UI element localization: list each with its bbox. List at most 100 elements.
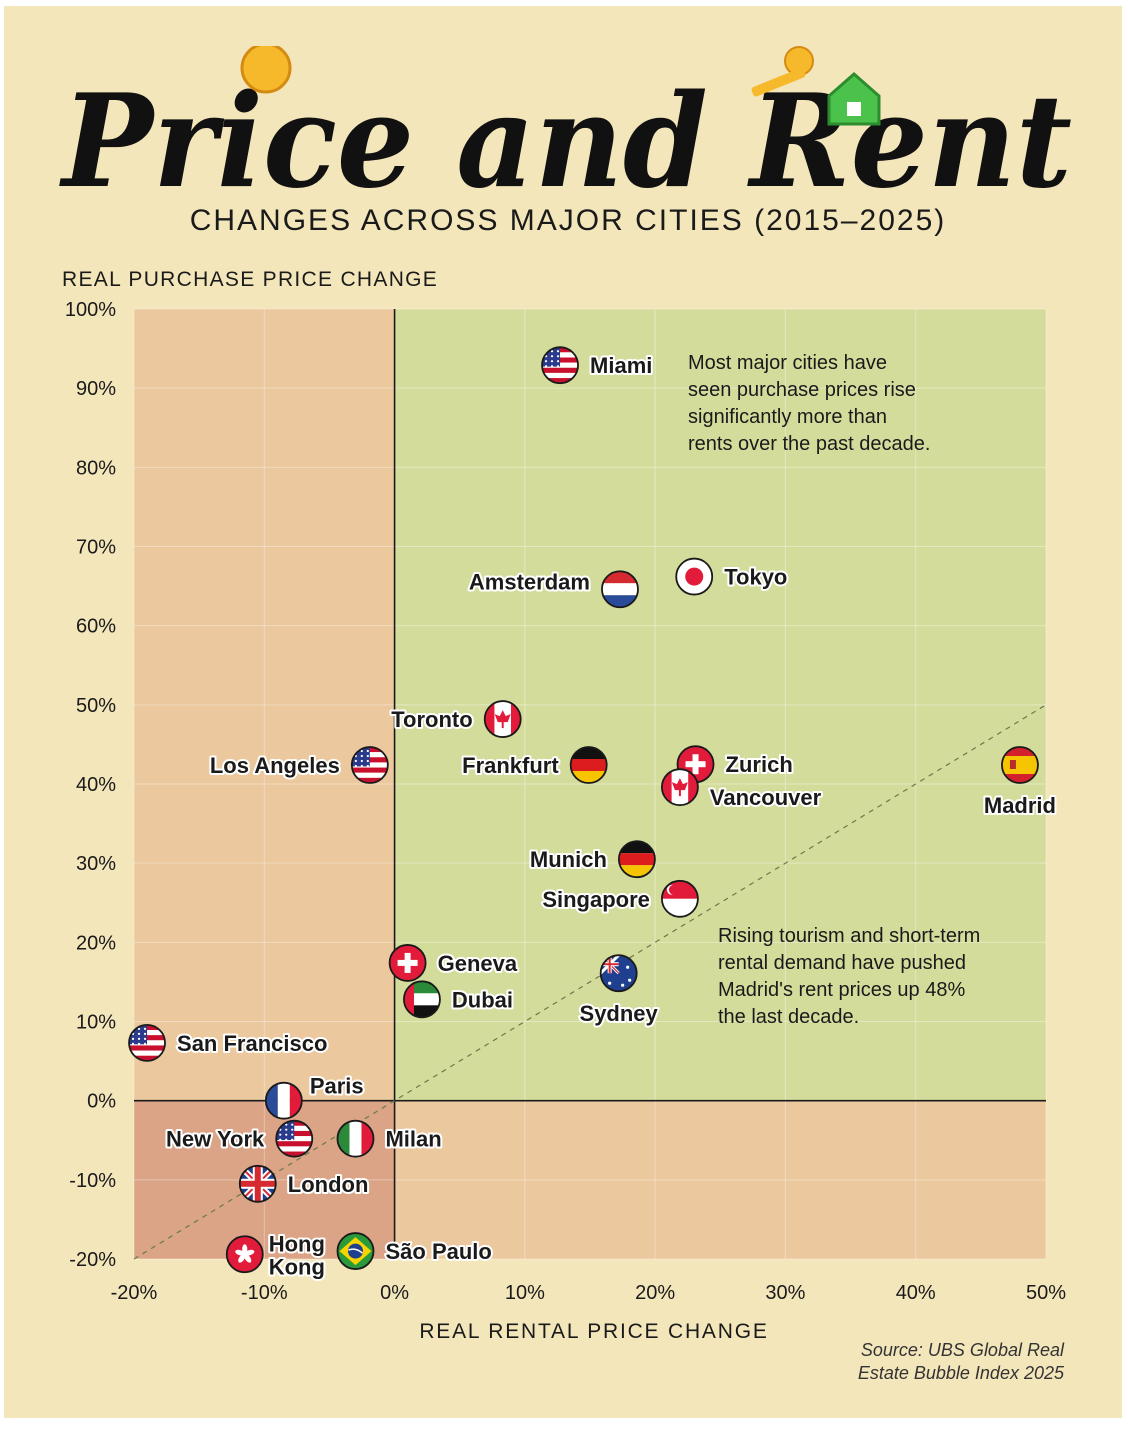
switzerland-flag-icon xyxy=(676,745,715,784)
svg-text:Kong: Kong xyxy=(269,1254,325,1279)
germany-flag-icon xyxy=(618,840,656,879)
title-graphic: Price and Rent xyxy=(59,46,1072,206)
data-point: São Paulo xyxy=(336,1232,494,1270)
svg-text:Munich: Munich xyxy=(530,847,607,872)
annotation-top-line: seen purchase prices rise xyxy=(688,379,916,401)
point-label: London xyxy=(286,1170,371,1199)
annotation-madrid-line: Rising tourism and short-term xyxy=(718,925,981,947)
uk-flag-icon xyxy=(238,1164,277,1203)
y-axis-label: REAL PURCHASE PRICE CHANGE xyxy=(62,268,439,291)
y-tick-label: 0% xyxy=(87,1091,116,1113)
data-point: San Francisco xyxy=(128,1023,329,1062)
data-point: New York xyxy=(164,1119,314,1158)
germany-flag-icon xyxy=(569,746,608,784)
annotation-top-line: Most major cities have xyxy=(688,352,887,374)
point-label: Paris xyxy=(308,1072,366,1101)
us-flag-icon xyxy=(128,1023,166,1062)
hong-kong-flag-icon xyxy=(225,1235,264,1274)
point-label: Dubai xyxy=(450,985,515,1014)
x-tick-label: 40% xyxy=(896,1282,936,1304)
svg-text:Zurich: Zurich xyxy=(726,752,793,777)
svg-text:Hong: Hong xyxy=(269,1231,325,1256)
svg-text:Paris: Paris xyxy=(310,1074,364,1099)
point-label: Miami xyxy=(588,351,654,380)
y-tick-label: 30% xyxy=(76,853,116,875)
australia-flag-icon xyxy=(599,954,638,993)
point-label: Amsterdam xyxy=(467,567,592,596)
point-label: Frankfurt xyxy=(460,751,561,780)
annotation-top-line: rents over the past decade. xyxy=(688,433,931,455)
canada-flag-icon xyxy=(660,768,699,807)
point-label: Toronto xyxy=(389,705,474,734)
svg-text:Singapore: Singapore xyxy=(542,887,650,912)
x-tick-label: 10% xyxy=(505,1282,545,1304)
svg-text:San Francisco: San Francisco xyxy=(177,1031,327,1056)
data-point: Zurich xyxy=(676,745,795,784)
annotation-madrid-line: rental demand have pushed xyxy=(718,952,966,974)
japan-flag-icon xyxy=(675,557,714,596)
data-point: Tokyo xyxy=(675,557,789,596)
svg-text:Miami: Miami xyxy=(590,353,652,378)
data-point: Milan xyxy=(336,1119,444,1158)
point-label: Tokyo xyxy=(722,563,789,592)
switzerland-flag-icon xyxy=(388,944,427,982)
us-flag-icon xyxy=(350,746,389,784)
scatter-chart: -20% -10% 0% 10% 20% 30% 40% 50% 100% 90% 80% 70% 60… xyxy=(65,299,1066,1304)
spain-flag-icon xyxy=(1001,746,1039,784)
france-flag-icon xyxy=(264,1081,303,1120)
point-label: Zurich xyxy=(724,750,795,779)
singapore-flag-icon xyxy=(660,879,699,918)
x-tick-label: 0% xyxy=(380,1282,409,1304)
x-tick-label: 50% xyxy=(1026,1282,1066,1304)
italy-flag-icon xyxy=(336,1119,375,1158)
data-point: Madrid xyxy=(982,746,1058,820)
x-tick-label: -20% xyxy=(111,1282,158,1304)
data-point: Dubai xyxy=(403,980,515,1019)
svg-text:Tokyo: Tokyo xyxy=(724,565,787,590)
point-label: Madrid xyxy=(982,791,1058,820)
data-point: Geneva xyxy=(388,944,520,982)
coin-icon xyxy=(240,46,292,94)
data-point: Toronto xyxy=(389,700,522,738)
point-label: Los Angeles xyxy=(208,751,342,780)
data-point: Amsterdam xyxy=(467,567,639,609)
data-point: Los Angeles xyxy=(208,746,389,784)
svg-text:Sydney: Sydney xyxy=(580,1001,659,1026)
data-point: Vancouver xyxy=(660,768,824,812)
us-flag-icon xyxy=(541,346,579,385)
svg-text:Milan: Milan xyxy=(385,1127,441,1152)
data-point: Munich xyxy=(528,840,656,879)
point-label: Milan xyxy=(383,1125,443,1154)
data-point: Sydney xyxy=(578,954,661,1028)
point-label: San Francisco xyxy=(175,1029,329,1058)
y-tick-label: 100% xyxy=(65,299,116,321)
point-label: São Paulo xyxy=(383,1237,493,1266)
subtitle: CHANGES ACROSS MAJOR CITIES (2015–2025) xyxy=(189,204,947,237)
point-label: Sydney xyxy=(578,999,661,1028)
netherlands-flag-icon xyxy=(601,570,639,609)
x-tick-label: -10% xyxy=(241,1282,288,1304)
svg-text:Frankfurt: Frankfurt xyxy=(462,753,559,778)
svg-text:London: London xyxy=(288,1172,369,1197)
y-tick-label: 50% xyxy=(76,695,116,717)
svg-text:São Paulo: São Paulo xyxy=(385,1239,491,1264)
y-tick-label: 70% xyxy=(76,537,116,559)
point-label: Singapore xyxy=(540,885,652,914)
source-line-1: Source: UBS Global Real xyxy=(860,1340,1064,1360)
svg-text:Madrid: Madrid xyxy=(984,793,1056,818)
y-tick-label: 60% xyxy=(76,616,116,638)
brazil-flag-icon xyxy=(336,1232,375,1270)
y-tick-label: -10% xyxy=(69,1170,116,1192)
x-axis-label: REAL RENTAL PRICE CHANGE xyxy=(419,1320,769,1343)
data-point: Paris xyxy=(264,1072,366,1120)
svg-text:Geneva: Geneva xyxy=(438,951,518,976)
point-label: Vancouver xyxy=(708,783,824,812)
y-tick-label: 40% xyxy=(76,774,116,796)
data-point: Frankfurt xyxy=(460,746,608,784)
x-tick-label: 20% xyxy=(635,1282,675,1304)
annotation-madrid: Rising tourism and short-term rental dem… xyxy=(718,923,980,1031)
svg-text:Vancouver: Vancouver xyxy=(710,785,822,810)
y-tick-label: 90% xyxy=(76,378,116,400)
